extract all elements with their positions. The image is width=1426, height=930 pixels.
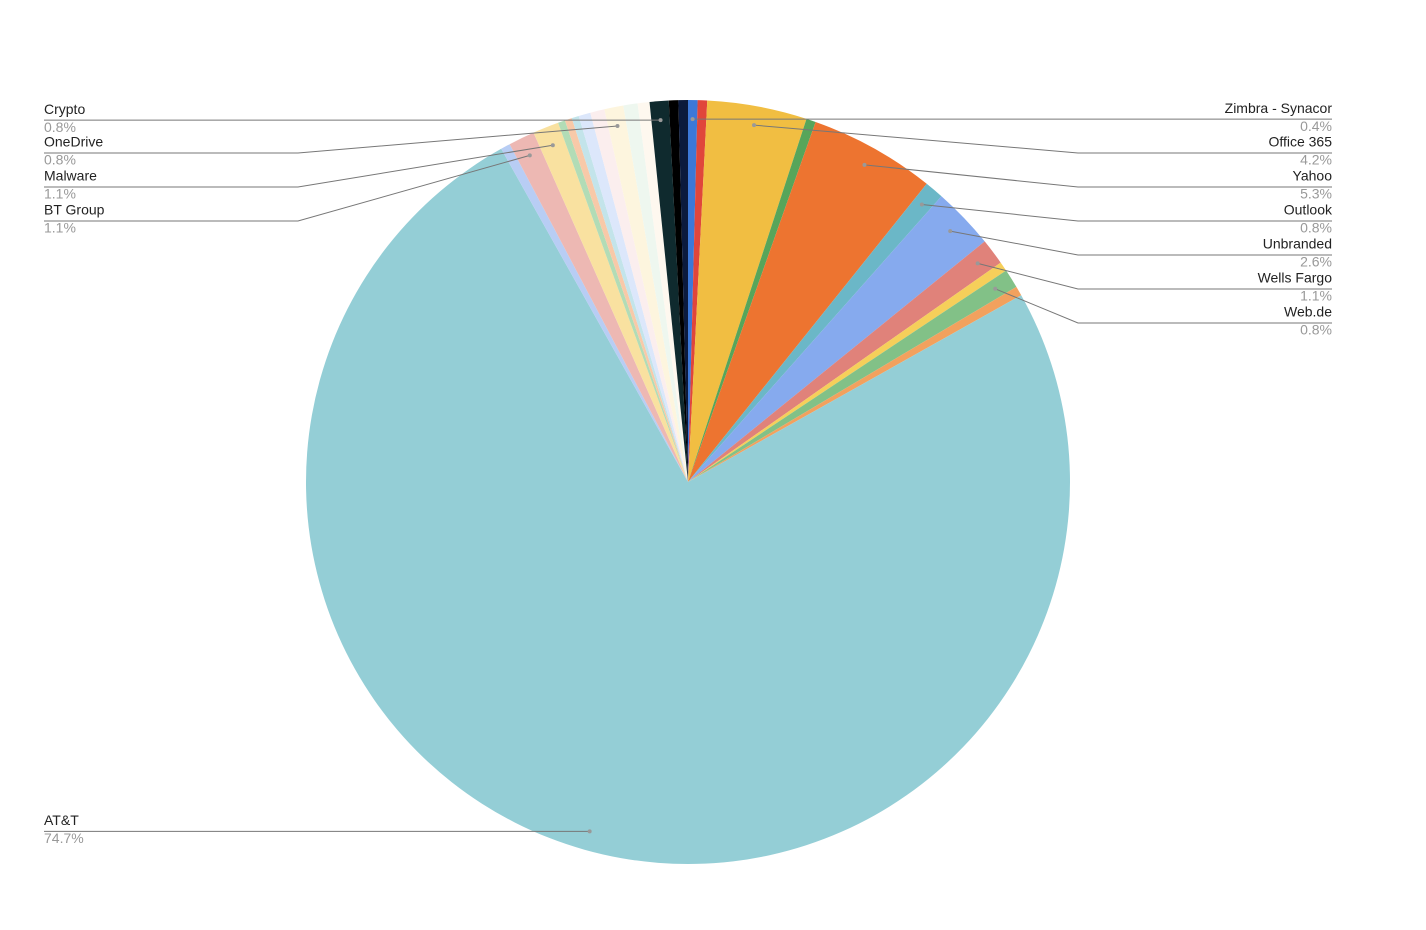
slice-label: Yahoo — [1293, 168, 1333, 184]
leader-line — [44, 154, 530, 222]
leader-line — [921, 203, 1332, 222]
leader-line — [44, 144, 553, 188]
leader-dot — [527, 153, 532, 158]
leader-line — [977, 262, 1332, 290]
slice-percent: 4.2% — [1300, 152, 1332, 168]
pie-slice — [688, 262, 1007, 482]
pie-slice — [649, 100, 688, 483]
slice-percent: 1.1% — [44, 220, 76, 236]
slice-percent: 0.8% — [44, 119, 76, 135]
slice-label: BT Group — [44, 202, 105, 218]
slice-label: Outlook — [1284, 202, 1333, 218]
pie-slice — [509, 132, 688, 482]
slice-percent: 1.1% — [44, 186, 76, 202]
pie-slice — [533, 122, 688, 482]
slice-label: OneDrive — [44, 134, 103, 150]
pie-slice — [688, 121, 927, 483]
pie-slice — [688, 118, 816, 482]
pie-slice — [678, 100, 688, 482]
slice-percent: 1.1% — [1300, 288, 1332, 304]
slice-label: Zimbra - Synacor — [1225, 100, 1333, 116]
pie-slice — [688, 183, 942, 482]
leader-dot — [658, 118, 663, 123]
leader-line — [994, 288, 1332, 324]
slice-label: Office 365 — [1268, 134, 1332, 150]
pie-slice — [688, 100, 708, 482]
leader-dot — [690, 117, 695, 122]
leader-line — [950, 230, 1332, 256]
pie-slice — [564, 118, 688, 483]
leader-dot — [862, 162, 867, 167]
slice-label: Wells Fargo — [1258, 270, 1333, 286]
pie-slice — [571, 115, 688, 482]
pie-slice — [637, 101, 688, 483]
pie-slice — [688, 100, 698, 482]
leader-line — [753, 124, 1332, 154]
slice-percent: 0.8% — [44, 152, 76, 168]
slices — [306, 100, 1071, 864]
pie-slice — [590, 109, 688, 483]
slice-percent: 0.8% — [1300, 322, 1332, 338]
leader-line — [44, 125, 618, 154]
slice-percent: 5.3% — [1300, 186, 1332, 202]
pie-slice — [688, 270, 1017, 482]
pie-slice — [623, 103, 688, 482]
pie-slice — [688, 286, 1022, 482]
pie-slice — [558, 120, 688, 482]
slice-label: Crypto — [44, 101, 85, 117]
pie-slice — [668, 100, 688, 482]
pie-slice — [501, 144, 688, 482]
slice-percent: 74.7% — [44, 830, 84, 846]
pie-slice — [306, 148, 1071, 864]
pie-slice — [688, 241, 1001, 482]
slice-percent: 2.6% — [1300, 254, 1332, 270]
slice-percent: 0.8% — [1300, 220, 1332, 236]
slice-percent: 0.4% — [1300, 118, 1332, 134]
pie-slice — [578, 112, 688, 483]
leader-dot — [752, 123, 757, 128]
pie-slice — [688, 100, 807, 483]
pie-slice — [688, 196, 985, 483]
leader-line — [864, 164, 1332, 188]
slice-label: Web.de — [1284, 304, 1332, 320]
leader-dot — [993, 286, 998, 291]
leader-dot — [975, 261, 980, 266]
leader-dot — [615, 124, 620, 129]
slice-label: Unbranded — [1263, 236, 1332, 252]
pie-slice — [604, 105, 688, 482]
leader-dot — [948, 229, 953, 234]
leader-dot — [919, 202, 924, 207]
leader-dot — [587, 829, 592, 834]
slice-label: AT&T — [44, 812, 79, 828]
leader-dot — [550, 143, 555, 148]
slice-label: Malware — [44, 168, 97, 184]
